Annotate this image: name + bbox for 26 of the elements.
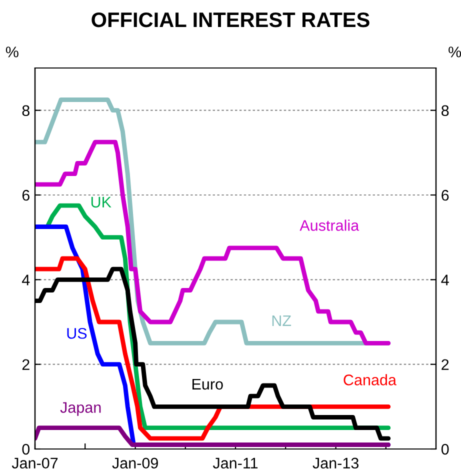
y-tick-label: 0	[22, 444, 30, 455]
series-label: NZ	[272, 315, 292, 326]
y2-axis-title: %	[448, 46, 461, 58]
line-series	[35, 140, 391, 346]
y2-tick-label: 8	[442, 105, 449, 116]
line-series	[35, 426, 391, 447]
y2-tick-label: 2	[442, 359, 449, 370]
y2-tick-label: 4	[441, 274, 449, 286]
x-tick-label: Jan-09	[112, 458, 158, 469]
y-tick-label: 2	[22, 359, 30, 370]
y-tick-label: 6	[22, 190, 30, 201]
series-label: Euro	[192, 378, 223, 390]
series-label: Canada	[344, 374, 396, 386]
x-tick-label: Jan-11	[212, 458, 258, 469]
x-tick-label: Jan-13	[312, 458, 359, 469]
series-label: UK	[91, 196, 112, 208]
series-label: Australia	[300, 220, 360, 231]
y-tick-label: 4	[22, 274, 30, 286]
series-label: Japan	[60, 402, 101, 416]
y-tick-label: 8	[22, 105, 30, 116]
y-axis-title: %	[6, 46, 18, 58]
chart-title: OFFICIAL INTEREST RATES	[92, 12, 370, 28]
series-label: US	[67, 328, 87, 339]
y2-tick-label: 0	[441, 444, 449, 455]
x-tick-label: Jan-07	[12, 458, 58, 469]
y2-tick-label: 6	[442, 190, 449, 201]
